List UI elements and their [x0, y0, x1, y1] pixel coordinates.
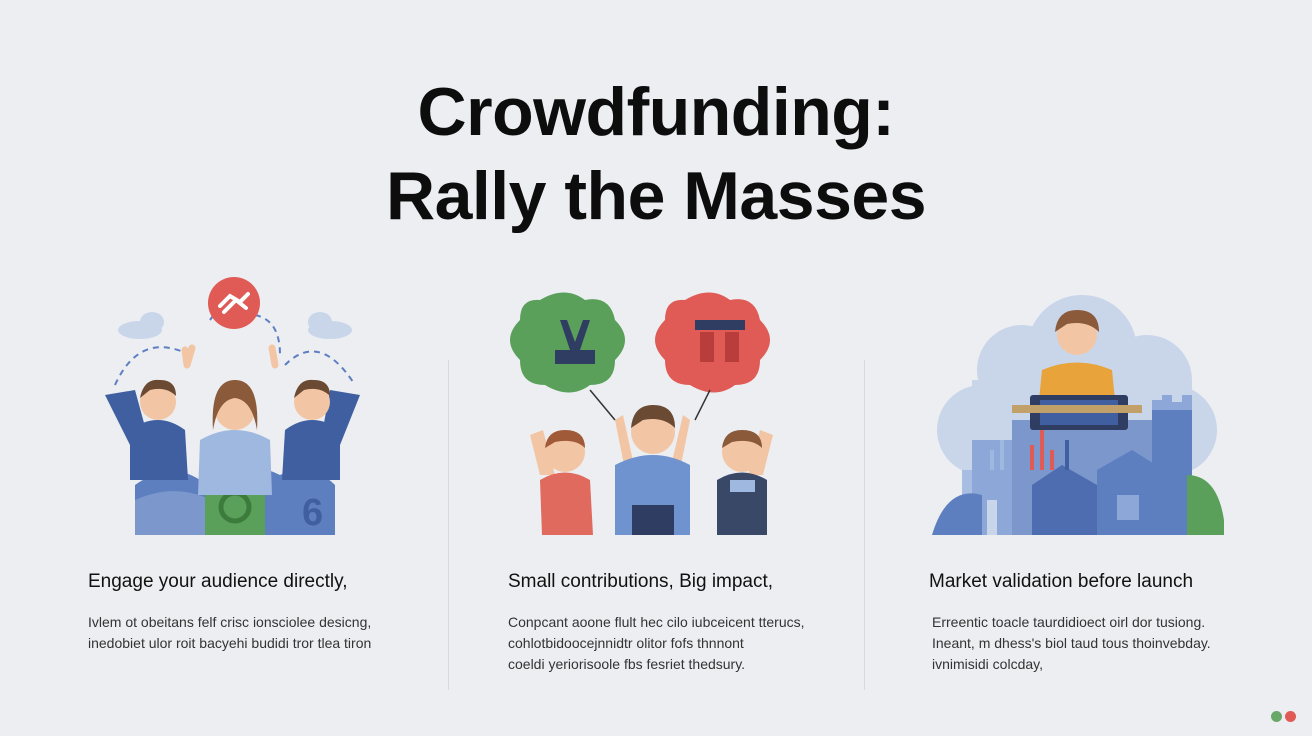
- feature-validation: Market validation before launch Erreenti…: [872, 270, 1272, 700]
- title-line-1: Crowdfunding:: [417, 74, 895, 150]
- corner-badges: [1271, 711, 1296, 722]
- svg-text:6: 6: [302, 492, 323, 534]
- red-dot-icon: [1285, 711, 1296, 722]
- cloud-icon: [118, 312, 352, 339]
- small-contributions-illustration: [510, 292, 773, 535]
- description-line: ivnimisidi colcday,: [932, 656, 1043, 672]
- description-line: Conpcant aoone flult hec cilo iubceicent…: [508, 614, 805, 630]
- feature-description: Conpcant aoone flult hec cilo iubceicent…: [508, 612, 828, 675]
- description-line: coeldi yeriorisoole fbs fesriet thedsury…: [508, 656, 746, 672]
- description-line: cohlotbidoocejnnidtr olitor fofs thnnont: [508, 635, 744, 651]
- page-title: Crowdfunding: Rally the Masses: [0, 70, 1312, 238]
- city-icon: [932, 395, 1224, 535]
- feature-description: Erreentic toacle taurdidioect oirl dor t…: [932, 612, 1252, 675]
- title-line-2: Rally the Masses: [385, 158, 927, 234]
- laptop-icon: [1012, 395, 1142, 430]
- feature-contributions: Small contributions, Big impact, Conpcan…: [455, 270, 855, 700]
- feature-heading: Small contributions, Big impact,: [508, 571, 774, 592]
- feature-heading: Engage your audience directly,: [88, 571, 348, 592]
- market-validation-illustration: [932, 295, 1224, 535]
- green-dot-icon: [1271, 711, 1282, 722]
- feature-engage: 6 Engage your audience directly, Ivlem o…: [40, 270, 440, 700]
- description-line: Ineant, m dhess's biol taud tous thoinve…: [932, 635, 1211, 651]
- description-line: Erreentic toacle taurdidioect oirl dor t…: [932, 614, 1206, 630]
- column-divider: [448, 360, 449, 690]
- column-divider: [864, 360, 865, 690]
- feature-description: Ivlem ot obeitans felf crisc ionsciolee …: [88, 612, 408, 654]
- feature-heading: Market validation before launch: [929, 571, 1194, 592]
- engage-audience-illustration: 6: [105, 277, 360, 535]
- description-line: Ivlem ot obeitans felf crisc ionsciolee …: [88, 614, 372, 630]
- description-line: inedobiet ulor roit bacyehi budidi tror …: [88, 635, 372, 651]
